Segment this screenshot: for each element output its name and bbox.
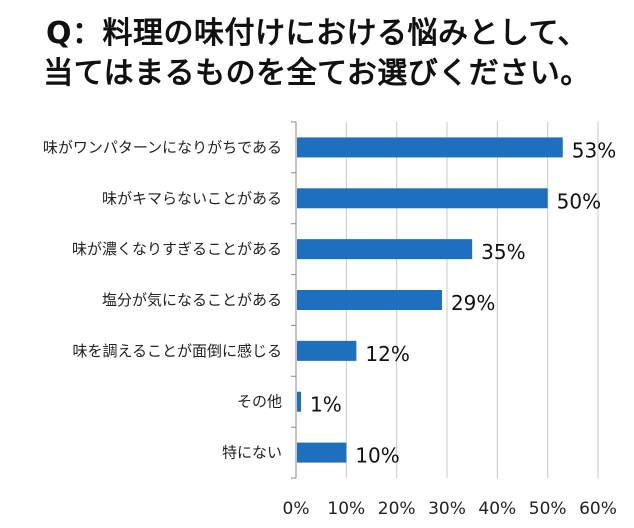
x-tick-label: 10% xyxy=(327,499,365,519)
bar xyxy=(297,239,473,260)
x-tick-label: 30% xyxy=(428,499,466,519)
value-label: 10% xyxy=(355,444,399,468)
bar xyxy=(297,137,563,158)
value-label: 29% xyxy=(451,291,495,315)
chart-title: Q：料理の味付けにおける悩みとして、 当てはまるものを全てお選びください。 xyxy=(0,14,634,94)
bar xyxy=(297,290,442,310)
value-label: 1% xyxy=(310,393,342,417)
category-label: 塩分が気になることがある xyxy=(102,291,282,309)
category-label: 味が濃くなりすぎることがある xyxy=(72,240,282,258)
chart-title-line-1: Q：料理の味付けにおける悩みとして、 xyxy=(45,16,589,51)
x-tick-label: 60% xyxy=(579,499,617,519)
category-label: 味がキマらないことがある xyxy=(102,189,282,207)
x-axis-ticks: 0% 10% 20% 30% 40% 50% 60% xyxy=(283,499,617,519)
category-label: 味を調えることが面倒に感じる xyxy=(72,342,282,360)
category-label: 特にない xyxy=(222,444,282,462)
bar xyxy=(297,188,548,209)
x-tick-label: 0% xyxy=(283,499,310,519)
bar xyxy=(297,391,302,412)
bar-layer xyxy=(297,137,563,463)
x-tick-label: 50% xyxy=(529,499,567,519)
value-label: 50% xyxy=(557,189,601,213)
bar xyxy=(297,340,357,361)
value-label: 53% xyxy=(572,138,616,162)
bar xyxy=(297,442,347,463)
value-label: 35% xyxy=(481,240,525,264)
value-label: 12% xyxy=(365,342,409,366)
chart-title-line-2: 当てはまるものを全てお選びください。 xyxy=(43,56,591,91)
category-label: その他 xyxy=(237,393,282,411)
x-tick-label: 20% xyxy=(378,499,416,519)
category-label: 味がワンパターンになりがちである xyxy=(43,138,282,156)
x-tick-label: 40% xyxy=(478,499,516,519)
label-layer: 味がワンパターンになりがちである 53% 味がキマらないことがある 50% 味が濃くなり… xyxy=(43,138,616,467)
